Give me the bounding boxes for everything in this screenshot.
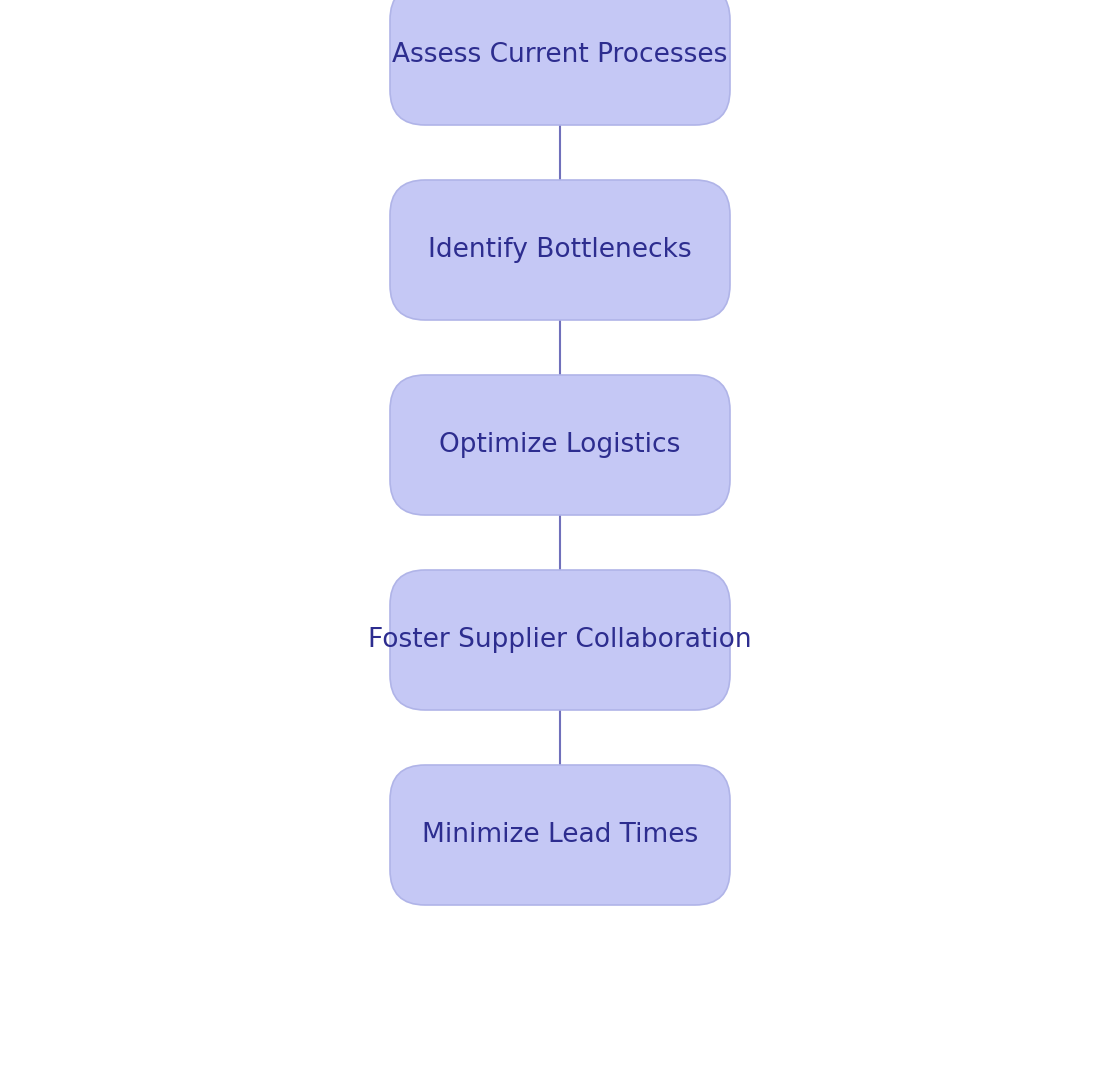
FancyBboxPatch shape <box>390 570 730 710</box>
Text: Assess Current Processes: Assess Current Processes <box>392 42 728 68</box>
FancyBboxPatch shape <box>390 375 730 516</box>
FancyBboxPatch shape <box>390 180 730 319</box>
FancyBboxPatch shape <box>390 0 730 125</box>
Text: Identify Bottlenecks: Identify Bottlenecks <box>428 237 692 263</box>
Text: Optimize Logistics: Optimize Logistics <box>439 432 681 458</box>
Text: Minimize Lead Times: Minimize Lead Times <box>422 822 698 848</box>
FancyBboxPatch shape <box>390 765 730 905</box>
Text: Foster Supplier Collaboration: Foster Supplier Collaboration <box>368 627 752 653</box>
